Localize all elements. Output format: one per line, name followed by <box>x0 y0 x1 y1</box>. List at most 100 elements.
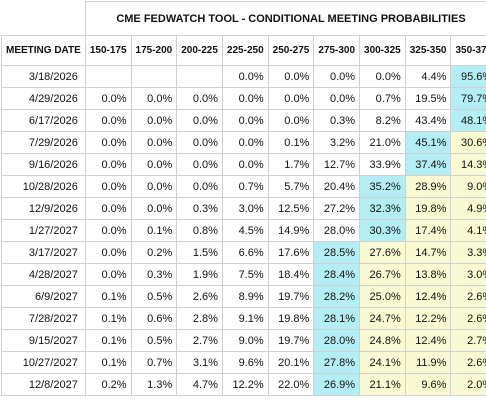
probability-cell: 0.5% <box>130 285 178 308</box>
meeting-date-cell: 6/9/2027 <box>1 285 86 308</box>
range-header: 300-325 <box>359 35 406 66</box>
probability-cell: 0.0% <box>84 109 132 132</box>
probability-cell: 32.3% <box>359 197 406 220</box>
meeting-date-cell: 10/27/2027 <box>1 351 86 374</box>
probability-cell: 30.6% <box>450 131 486 154</box>
probability-cell: 17.4% <box>404 219 452 242</box>
probability-cell: 2.6% <box>450 351 486 374</box>
probability-cell: 5.7% <box>267 175 315 198</box>
probability-cell: 8.2% <box>359 109 406 132</box>
probability-cell: 0.0% <box>130 153 178 176</box>
probability-cell: 0.0% <box>221 153 269 176</box>
table-row: 12/9/2026 0.0% 0.0% 0.3% 3.0% 12.5% 27.2% 32.3%… <box>1 197 486 220</box>
probability-cell: 95.6% <box>450 65 486 88</box>
probability-cell: 17.6% <box>267 241 315 264</box>
meeting-date-cell: 3/18/2026 <box>1 65 86 88</box>
probability-cell: 9.6% <box>404 373 452 396</box>
probability-cell: 20.1% <box>267 351 315 374</box>
probability-cell: 0.0% <box>313 87 361 110</box>
table-row: 3/17/2027 0.0% 0.2% 1.5% 6.6% 17.6% 28.5% 27.6%… <box>1 241 486 264</box>
probability-cell: 12.2% <box>221 373 269 396</box>
probability-cell: 19.5% <box>404 87 452 110</box>
probability-cell: 2.6% <box>450 285 486 308</box>
probability-cell: 13.8% <box>404 263 452 286</box>
probability-cell: 0.0% <box>84 131 132 154</box>
probability-cell: 28.2% <box>313 285 361 308</box>
probability-cell: 2.7% <box>450 329 486 352</box>
probability-cell: 0.0% <box>84 197 132 220</box>
probability-cell: 1.7% <box>267 153 315 176</box>
probability-cell: 0.0% <box>130 109 178 132</box>
probability-cell: 3.1% <box>176 351 223 374</box>
table-corner-cell <box>1 1 86 36</box>
meeting-date-cell: 1/27/2027 <box>1 219 86 242</box>
table-row: 10/28/2026 0.0% 0.0% 0.0% 0.7% 5.7% 20.4% 35.2%… <box>1 175 486 198</box>
probability-cell: 0.0% <box>130 175 178 198</box>
probability-cell: 0.3% <box>130 263 178 286</box>
probability-cell: 0.0% <box>267 65 315 88</box>
probability-cell: 0.6% <box>130 307 178 330</box>
probability-cell: 0.2% <box>130 241 178 264</box>
probability-cell: 18.4% <box>267 263 315 286</box>
probability-cell: 3.3% <box>450 241 486 264</box>
probability-cell: 19.8% <box>404 197 452 220</box>
probability-cell: 33.9% <box>359 153 406 176</box>
probability-cell: 35.2% <box>359 175 406 198</box>
range-header: 350-375 <box>450 35 486 66</box>
probability-cell: 0.0% <box>221 65 269 88</box>
probability-cell: 4.7% <box>176 373 223 396</box>
probability-cell: 19.7% <box>267 329 315 352</box>
probability-cell: 0.1% <box>84 285 132 308</box>
probability-cell: 1.3% <box>130 373 178 396</box>
meeting-date-cell: 7/28/2027 <box>1 307 86 330</box>
table-row: 1/27/2027 0.0% 0.1% 0.8% 4.5% 14.9% 28.0% 30.3%… <box>1 219 486 242</box>
probability-cell: 0.0% <box>221 131 269 154</box>
meeting-date-cell: 12/9/2026 <box>1 197 86 220</box>
probability-cell: 0.0% <box>221 87 269 110</box>
table-row: 9/15/2027 0.1% 0.5% 2.7% 9.0% 19.7% 28.0% 24.8%… <box>1 329 486 352</box>
probability-cell: 21.0% <box>359 131 406 154</box>
probability-cell: 0.0% <box>176 175 223 198</box>
probability-cell: 0.0% <box>130 131 178 154</box>
probability-cell: 9.1% <box>221 307 269 330</box>
probability-cell: 0.0% <box>267 87 315 110</box>
probability-cell: 43.4% <box>404 109 452 132</box>
probability-cell: 14.9% <box>267 219 315 242</box>
probability-cell: 0.0% <box>313 65 361 88</box>
probability-cell: 4.1% <box>450 219 486 242</box>
table-title: CME FEDWATCH TOOL - CONDITIONAL MEETING … <box>84 1 486 36</box>
probability-cell: 0.0% <box>84 241 132 264</box>
probability-cell: 2.0% <box>450 373 486 396</box>
probability-cell: 45.1% <box>404 131 452 154</box>
range-header: 200-225 <box>176 35 223 66</box>
table-row: 6/9/2027 0.1% 0.5% 2.6% 8.9% 19.7% 28.2% 25.0% 1… <box>1 285 486 308</box>
probability-cell: 0.0% <box>221 109 269 132</box>
probability-cell: 14.7% <box>404 241 452 264</box>
probability-cell: 48.1% <box>450 109 486 132</box>
probability-cell: 4.9% <box>450 197 486 220</box>
probability-cell: 37.4% <box>404 153 452 176</box>
probability-cell: 0.0% <box>176 153 223 176</box>
probability-cell: 27.6% <box>359 241 406 264</box>
probability-cell: 24.1% <box>359 351 406 374</box>
probability-cell: 0.0% <box>130 87 178 110</box>
probability-cell: 3.0% <box>450 263 486 286</box>
probability-cell: 0.0% <box>84 175 132 198</box>
probability-cell: 0.3% <box>176 197 223 220</box>
meeting-date-cell: 4/28/2027 <box>1 263 86 286</box>
probability-cell: 8.9% <box>221 285 269 308</box>
probability-cell: 12.4% <box>404 285 452 308</box>
probability-cell: 14.3% <box>450 153 486 176</box>
meeting-date-cell: 10/28/2026 <box>1 175 86 198</box>
probability-cell <box>176 65 223 88</box>
probability-cell: 28.1% <box>313 307 361 330</box>
probability-cell: 6.6% <box>221 241 269 264</box>
probability-cell: 26.7% <box>359 263 406 286</box>
probability-cell: 9.6% <box>221 351 269 374</box>
probability-cell: 0.8% <box>176 219 223 242</box>
probability-cell: 11.9% <box>404 351 452 374</box>
meeting-date-header: MEETING DATE <box>1 35 86 66</box>
probability-cell: 9.0% <box>221 329 269 352</box>
table-row: 12/8/2027 0.2% 1.3% 4.7% 12.2% 22.0% 26.9% 21.1… <box>1 373 486 396</box>
